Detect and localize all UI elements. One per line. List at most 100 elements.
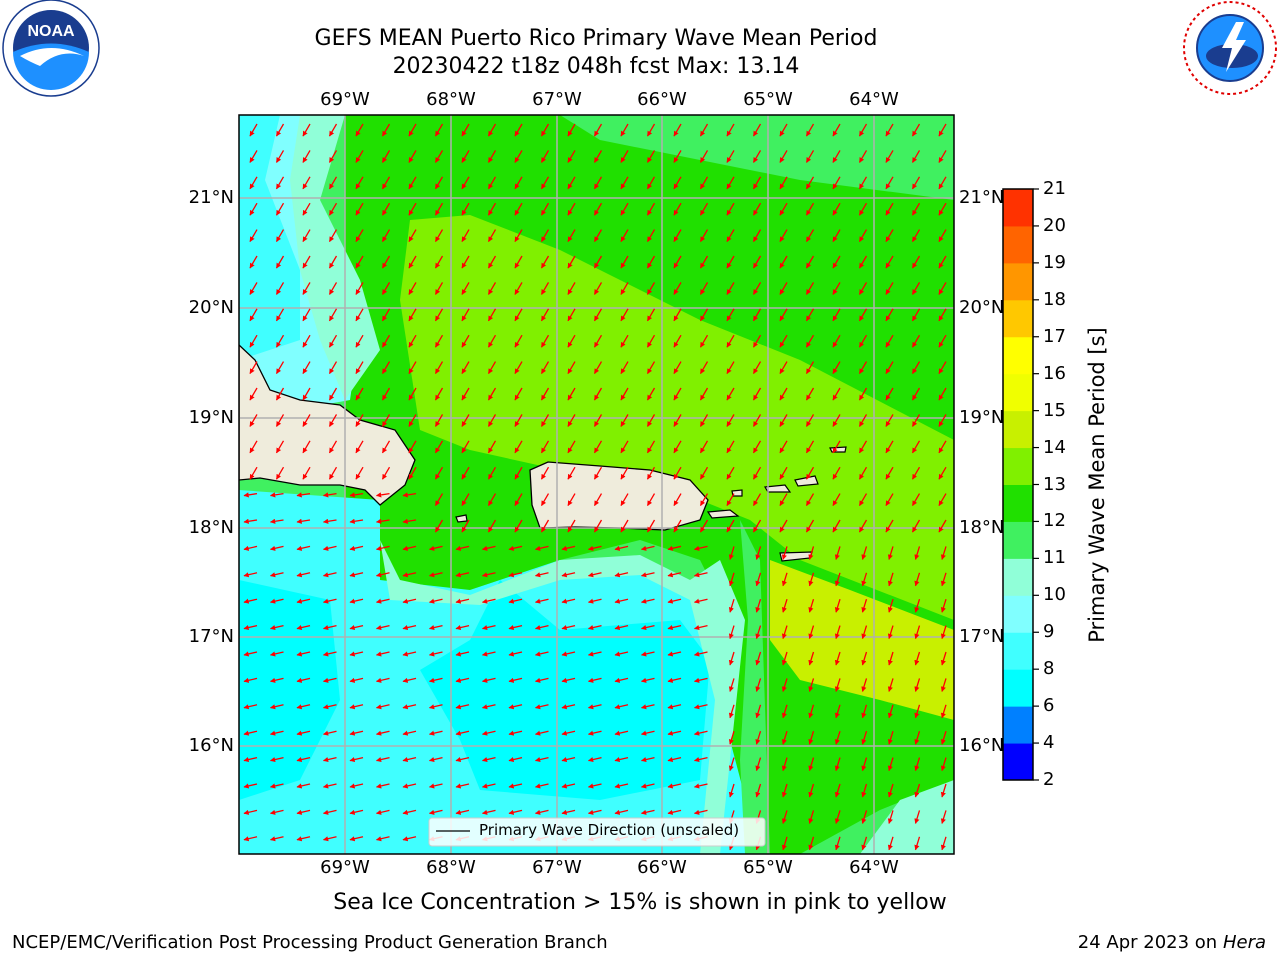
wave-arrow bbox=[487, 123, 497, 137]
wave-arrow bbox=[408, 282, 417, 295]
colorbar-tick-label: 8 bbox=[1043, 658, 1055, 680]
wave-arrow bbox=[914, 678, 921, 692]
wave-arrow bbox=[249, 361, 258, 375]
wave-arrow bbox=[673, 150, 682, 163]
wave-arrow bbox=[673, 414, 682, 427]
footer-date-text: 24 Apr 2023 on bbox=[1077, 932, 1223, 953]
wave-arrow bbox=[540, 308, 550, 322]
wave-arrow bbox=[593, 361, 603, 375]
wave-arrow bbox=[667, 677, 682, 683]
wave-arrow bbox=[832, 150, 841, 163]
wave-arrow bbox=[914, 836, 921, 851]
wave-arrow bbox=[728, 704, 735, 719]
wave-arrow bbox=[640, 651, 655, 657]
wave-arrow bbox=[646, 334, 656, 348]
wave-arrow bbox=[805, 255, 815, 269]
wave-arrow bbox=[887, 836, 894, 851]
wave-arrow bbox=[752, 229, 762, 243]
wave-arrow bbox=[514, 466, 523, 480]
wave-arrow bbox=[779, 123, 788, 137]
colorbar-segment bbox=[1003, 410, 1033, 449]
wave-arrow bbox=[481, 624, 496, 631]
colorbar-segment bbox=[1003, 669, 1033, 707]
wave-arrow bbox=[381, 414, 391, 427]
wave-arrow bbox=[587, 783, 602, 789]
wave-arrow bbox=[561, 730, 576, 736]
wave-arrow bbox=[699, 440, 709, 454]
wave-arrow bbox=[269, 677, 284, 683]
svg-text:NOAA: NOAA bbox=[27, 23, 75, 40]
lon-label-bottom: 65°W bbox=[743, 857, 793, 878]
wave-arrow bbox=[885, 414, 894, 427]
wave-arrow bbox=[861, 757, 868, 772]
colorbar-tick-label: 9 bbox=[1043, 621, 1055, 643]
wave-arrow bbox=[726, 519, 735, 533]
wave-arrow bbox=[249, 150, 258, 163]
wave-arrow bbox=[434, 440, 444, 454]
lon-label-bottom: 64°W bbox=[849, 857, 899, 878]
wave-arrow bbox=[461, 123, 470, 137]
wave-arrow bbox=[887, 572, 894, 587]
wave-arrow bbox=[408, 229, 417, 243]
wave-arrow bbox=[726, 150, 735, 163]
wave-arrow bbox=[508, 651, 523, 657]
wave-arrow bbox=[834, 704, 841, 719]
wave-arrow bbox=[540, 334, 550, 348]
wave-arrow bbox=[755, 704, 762, 719]
wave-arrow bbox=[381, 334, 391, 348]
wave-arrow bbox=[567, 229, 576, 243]
wave-arrow bbox=[861, 599, 868, 613]
wave-arrow bbox=[938, 493, 947, 507]
wave-arrow bbox=[381, 440, 391, 454]
colorbar-segment bbox=[1003, 262, 1033, 301]
wave-arrow bbox=[911, 334, 921, 348]
wave-arrow bbox=[402, 677, 417, 683]
colorbar-tick-label: 15 bbox=[1043, 399, 1066, 421]
wave-arrow bbox=[487, 176, 497, 190]
wave-arrow bbox=[940, 546, 947, 560]
wave-arrow bbox=[408, 255, 417, 269]
wave-arrow bbox=[667, 809, 682, 815]
wave-arrow bbox=[938, 519, 947, 533]
wave-arrow bbox=[296, 783, 311, 789]
wave-arrow bbox=[911, 440, 921, 454]
wave-arrow bbox=[693, 730, 708, 736]
wave-arrow bbox=[540, 519, 550, 533]
wave-arrow bbox=[375, 545, 390, 551]
wave-arrow bbox=[646, 414, 656, 427]
wave-arrow bbox=[269, 809, 284, 815]
wave-arrow bbox=[587, 756, 602, 763]
wave-arrow bbox=[752, 361, 762, 375]
wave-arrow bbox=[726, 361, 735, 375]
wave-arrow bbox=[593, 176, 603, 190]
wave-arrow bbox=[620, 493, 629, 507]
wave-arrow bbox=[561, 677, 576, 683]
wave-arrow bbox=[752, 282, 762, 295]
wave-arrow bbox=[296, 677, 311, 683]
wave-arrow bbox=[461, 493, 470, 507]
wave-arrow bbox=[408, 466, 417, 480]
colorbar-tick-label: 19 bbox=[1043, 251, 1066, 273]
sea-ice-note: Sea Ice Concentration > 15% is shown in … bbox=[333, 890, 947, 915]
wave-arrow bbox=[779, 150, 788, 163]
wave-arrow bbox=[296, 756, 311, 763]
wave-arrow bbox=[620, 361, 629, 375]
wave-arrow bbox=[673, 282, 682, 295]
wave-arrow bbox=[269, 836, 284, 842]
colorbar-segment bbox=[1003, 632, 1033, 670]
wave-arrow bbox=[940, 599, 947, 613]
wave-arrow bbox=[858, 466, 868, 480]
wave-arrow bbox=[514, 519, 523, 533]
wave-arrow bbox=[249, 466, 258, 480]
wave-arrow bbox=[832, 255, 841, 269]
wave-direction-arrows bbox=[243, 123, 947, 851]
wave-arrow bbox=[911, 255, 921, 269]
wave-arrow bbox=[781, 625, 788, 640]
wave-arrow bbox=[434, 150, 444, 163]
colorbar-tick-label: 4 bbox=[1043, 732, 1055, 754]
wave-arrow bbox=[887, 731, 894, 745]
wave-arrow bbox=[805, 440, 815, 454]
wave-arrow bbox=[349, 598, 364, 604]
wave-arrow bbox=[302, 361, 311, 375]
